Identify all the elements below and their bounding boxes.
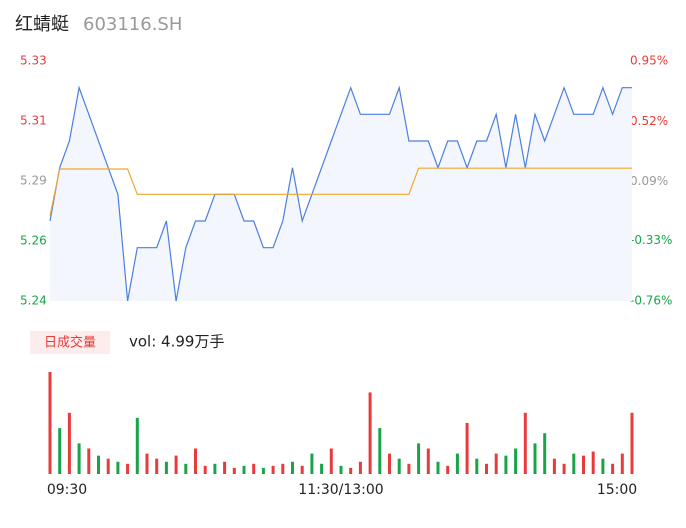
volume-bar <box>97 455 100 474</box>
y-tick-label: 5.26 <box>20 234 47 248</box>
volume-bar <box>572 453 576 474</box>
volume-bar <box>106 458 110 474</box>
volume-bar <box>407 463 411 474</box>
volume-bar <box>184 463 188 474</box>
volume-label: 日成交量 <box>44 335 96 351</box>
volume-bar <box>417 443 421 474</box>
volume-bar <box>300 465 304 474</box>
volume-bar <box>252 463 256 474</box>
chart-title: 红蜻蜓 <box>15 14 69 35</box>
volume-bar <box>514 448 518 474</box>
y2-tick-label: -0.76% <box>630 294 672 308</box>
volume-bar <box>87 448 91 474</box>
x-tick-label: 11:30/13:00 <box>298 482 383 498</box>
volume-bar <box>329 448 333 474</box>
volume-bar <box>378 428 382 474</box>
volume-bar <box>242 465 246 474</box>
volume-bar <box>194 448 197 474</box>
volume-bar <box>436 461 440 474</box>
volume-bar <box>620 453 624 474</box>
volume-bar <box>271 465 275 474</box>
volume-bar <box>446 465 450 474</box>
volume-bar <box>291 461 294 474</box>
average-line <box>49 167 632 216</box>
volume-bar <box>155 458 159 474</box>
volume-bar <box>630 412 634 474</box>
volume-bar <box>543 433 547 474</box>
volume-bar <box>426 448 430 474</box>
volume-bar <box>368 392 372 474</box>
y-tick-label: 5.31 <box>20 114 47 128</box>
volume-bar <box>48 372 52 474</box>
volume-bar <box>562 463 566 474</box>
volume-bar <box>397 458 401 474</box>
volume-bar <box>67 412 71 474</box>
volume-bar <box>494 453 498 474</box>
volume-bar <box>533 443 537 474</box>
y2-tick-label: 0.09% <box>630 174 668 188</box>
volume-bar <box>281 463 285 474</box>
volume-bar <box>582 455 585 474</box>
volume-bar <box>164 461 168 474</box>
volume-bar <box>223 461 227 474</box>
volume-bar <box>523 412 527 474</box>
x-tick-label: 09:30 <box>47 482 87 498</box>
y-tick-label: 5.33 <box>20 54 47 68</box>
volume-bar <box>552 458 556 474</box>
y-tick-label: 5.24 <box>20 294 47 308</box>
volume-bar <box>388 453 391 474</box>
chart-subtitle: 603116.SH <box>83 14 182 35</box>
volume-bar <box>601 458 605 474</box>
volume-bar <box>611 463 615 474</box>
volume-bar <box>310 453 314 474</box>
volume-bar <box>145 453 149 474</box>
volume-bar <box>77 443 81 474</box>
volume-bar <box>339 465 343 474</box>
price-line <box>49 85 632 302</box>
volume-bar <box>116 461 120 474</box>
volume-bar <box>455 453 459 474</box>
volume-bar <box>203 465 207 474</box>
volume-bar <box>135 417 139 474</box>
volume-bar <box>261 467 265 474</box>
y2-tick-label: 0.52% <box>630 114 668 128</box>
volume-label-bg <box>30 331 110 354</box>
volume-bar <box>349 467 353 474</box>
volume-bar <box>475 458 479 474</box>
volume-bar <box>591 451 595 474</box>
volume-bar <box>465 423 469 474</box>
volume-text: vol: 4.99万手 <box>129 333 224 351</box>
volume-bar <box>232 467 236 474</box>
x-tick-label: 15:00 <box>597 482 637 498</box>
y-tick-label: 5.29 <box>20 174 47 188</box>
volume-bar <box>504 455 508 474</box>
y2-tick-label: -0.33% <box>630 233 672 247</box>
volume-bar <box>320 463 324 474</box>
volume-bar <box>58 428 62 474</box>
volume-bar <box>213 463 217 474</box>
volume-bar <box>126 463 130 474</box>
y2-tick-label: 0.95% <box>630 54 668 68</box>
volume-bar <box>358 461 362 474</box>
volume-bar <box>174 455 178 474</box>
volume-bar <box>485 463 488 474</box>
